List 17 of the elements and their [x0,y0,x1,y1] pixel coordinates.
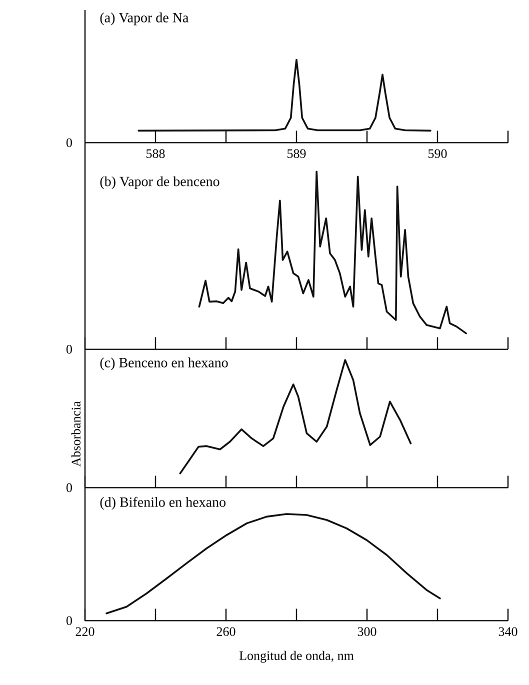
x-tick-label: 260 [216,627,236,636]
y-axis-title: Absorbancia [71,401,80,467]
chart-title: (b) Vapor de benceno [100,176,220,190]
chart-title: (a) Vapor de Na [100,12,188,26]
x-tick-label: 588 [146,149,165,158]
x-tick-label: 220 [76,627,94,636]
x-tick-label: 590 [428,149,447,158]
x-tick-label: 589 [288,149,306,158]
x-axis-title: Longitud de onda, nm [239,650,354,663]
chart-title: (c) Benceno en hexano [100,358,228,370]
chart-title: (d) Bifenilo en hexano [100,496,226,510]
text: 0 [66,483,72,492]
text: 0 [66,138,72,148]
text: 0 [66,616,72,626]
text: 0 [66,344,72,354]
x-tick-label: 300 [358,627,376,636]
x-tick-label: 340 [498,627,518,636]
